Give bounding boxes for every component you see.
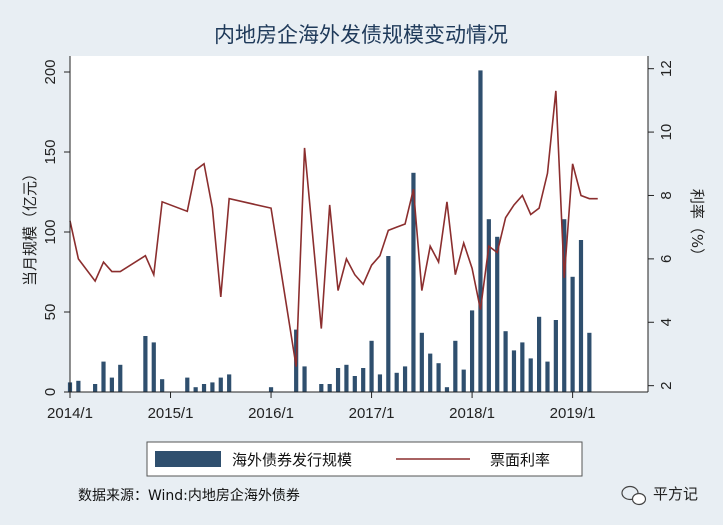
bar bbox=[394, 372, 399, 392]
wechat-icon bbox=[621, 485, 647, 506]
bar bbox=[520, 342, 525, 392]
y-tick-label: 150 bbox=[42, 139, 59, 164]
bar bbox=[428, 353, 433, 392]
bar bbox=[486, 219, 491, 392]
y-tick-label: 50 bbox=[42, 304, 59, 321]
bar bbox=[578, 240, 584, 392]
bar bbox=[537, 316, 542, 392]
bar bbox=[76, 380, 81, 392]
x-tick-label: 2014/1 bbox=[47, 405, 93, 422]
y-axis-label: 当月规模（亿元） bbox=[21, 166, 39, 286]
bar bbox=[545, 361, 550, 392]
x-tick-label: 2015/1 bbox=[148, 405, 194, 422]
bar bbox=[352, 376, 357, 392]
legend-bar-label: 海外债券发行规模 bbox=[232, 451, 352, 469]
bar bbox=[160, 379, 165, 392]
y2-tick-label: 10 bbox=[658, 124, 675, 141]
rate-line bbox=[69, 90, 598, 367]
bar bbox=[562, 219, 567, 392]
bar bbox=[210, 382, 215, 392]
left-tick-labels: 0 50 100 150 200 bbox=[42, 59, 70, 396]
y-tick-label: 100 bbox=[42, 219, 59, 244]
y2-axis-label: 利率（%） bbox=[688, 189, 706, 263]
watermark-text: 平方记 bbox=[653, 485, 698, 503]
bar bbox=[587, 332, 592, 392]
bar bbox=[511, 350, 517, 392]
right-tick-labels: 2 4 6 8 10 12 bbox=[648, 60, 675, 390]
bar bbox=[143, 336, 148, 392]
bar bbox=[101, 361, 106, 392]
bar bbox=[302, 366, 307, 392]
bar bbox=[109, 377, 114, 392]
bar bbox=[151, 342, 156, 392]
y2-tick-label: 4 bbox=[658, 318, 675, 326]
bar bbox=[553, 320, 558, 392]
bar bbox=[478, 70, 483, 393]
y2-tick-label: 2 bbox=[658, 381, 675, 389]
bar bbox=[335, 368, 341, 392]
y2-tick-label: 6 bbox=[658, 255, 675, 263]
bar-series bbox=[67, 70, 592, 393]
y-tick-label: 0 bbox=[42, 388, 59, 396]
bar bbox=[227, 374, 232, 392]
bar bbox=[327, 384, 332, 392]
bar bbox=[386, 256, 391, 392]
bar bbox=[361, 368, 366, 392]
y2-tick-label: 12 bbox=[658, 60, 675, 77]
chart-title: 内地房企海外发债规模变动情况 bbox=[214, 23, 508, 47]
bar bbox=[218, 377, 223, 392]
bar bbox=[503, 331, 508, 392]
bar bbox=[411, 172, 416, 392]
bar bbox=[469, 310, 475, 392]
y2-tick-label: 8 bbox=[658, 191, 675, 199]
x-tick-label: 2017/1 bbox=[349, 405, 395, 422]
bar bbox=[461, 369, 466, 392]
bar bbox=[344, 364, 349, 392]
bar bbox=[185, 377, 190, 392]
bar bbox=[93, 384, 98, 392]
source-note: 数据来源：Wind:内地房企海外债券 bbox=[78, 487, 300, 504]
bar bbox=[319, 384, 324, 392]
x-tick-label: 2018/1 bbox=[449, 405, 495, 422]
bar bbox=[201, 384, 207, 392]
bar bbox=[528, 358, 533, 392]
x-tick-label: 2016/1 bbox=[248, 405, 294, 422]
bar bbox=[570, 276, 575, 392]
bar bbox=[402, 366, 408, 392]
legend-line-label: 票面利率 bbox=[490, 451, 550, 469]
bar bbox=[436, 363, 441, 392]
bar bbox=[268, 387, 274, 392]
x-tick-labels: 2014/1 2015/1 2016/1 2017/1 2018/1 2019/1 bbox=[47, 392, 596, 422]
bar bbox=[118, 364, 123, 392]
bar bbox=[193, 387, 198, 392]
y-tick-label: 200 bbox=[42, 59, 59, 84]
bar bbox=[419, 332, 424, 392]
bar bbox=[369, 340, 374, 392]
plot-area bbox=[70, 56, 648, 392]
bar bbox=[377, 374, 383, 392]
x-tick-label: 2019/1 bbox=[550, 405, 596, 422]
bar bbox=[495, 236, 500, 392]
legend-bar-swatch bbox=[155, 451, 221, 467]
bar bbox=[444, 387, 450, 392]
bar bbox=[453, 340, 458, 392]
